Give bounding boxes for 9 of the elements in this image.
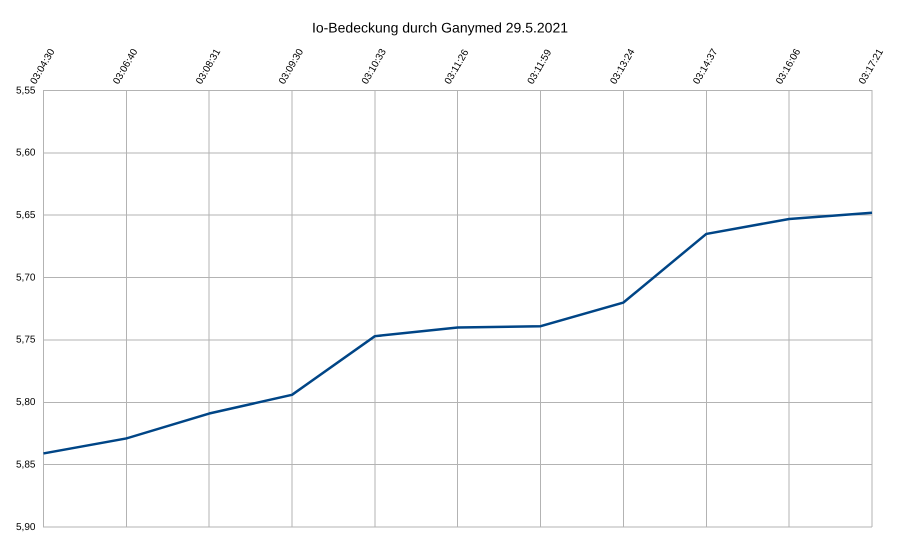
y-tick-label: 5,90 — [16, 522, 36, 533]
y-tick-label: 5,65 — [16, 210, 36, 221]
y-tick-label: 5,80 — [16, 397, 36, 408]
y-tick-label: 5,75 — [16, 334, 36, 346]
y-tick-label: 5,70 — [16, 272, 36, 284]
y-tick-label: 5,85 — [16, 459, 36, 470]
y-tick-label: 5,55 — [16, 85, 36, 96]
y-tick-label: 5,60 — [16, 148, 36, 159]
chart-title: Io-Bedeckung durch Ganymed 29.5.2021 — [312, 19, 568, 36]
